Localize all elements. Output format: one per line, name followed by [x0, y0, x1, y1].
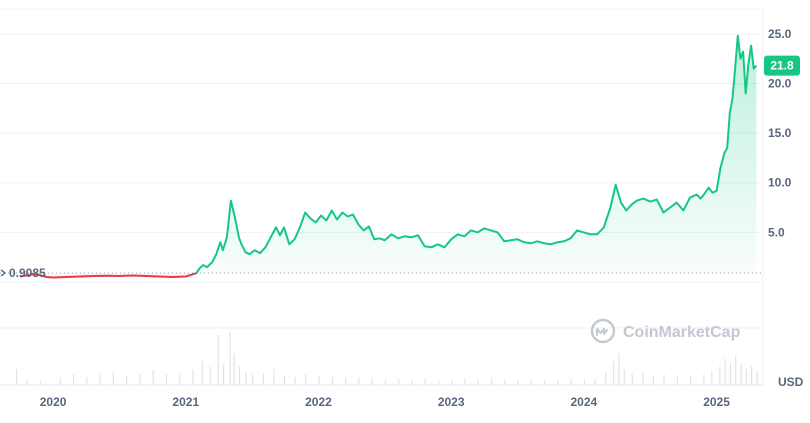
watermark-text: CoinMarketCap: [623, 324, 741, 341]
volume-bar: [613, 361, 615, 385]
x-tick-label: 2025: [703, 395, 730, 409]
reference-price-marker: 0.9085: [0, 266, 46, 280]
volume-bar: [59, 378, 61, 385]
y-axis-ticks: 5.0 10.0 15.0 20.0 25.0: [768, 27, 792, 240]
volume-bar: [703, 374, 705, 385]
volume-bar: [437, 380, 440, 385]
x-tick-label: 2024: [571, 395, 598, 409]
volume-bar: [201, 361, 203, 385]
volume-bar: [719, 366, 721, 385]
y-tick-label: 25.0: [768, 27, 792, 41]
volume-bar: [179, 373, 181, 385]
volume-bar: [345, 378, 347, 385]
volume-bar: [371, 378, 373, 385]
reference-price-label: 0.9085: [9, 266, 46, 280]
volume-bar: [631, 374, 633, 385]
volume-bar: [358, 377, 360, 385]
y-tick-label: 5.0: [768, 225, 785, 239]
y-tick-label: 10.0: [768, 176, 792, 190]
volume-bar: [384, 379, 387, 385]
volume-bar: [544, 380, 546, 385]
y-unit-label: USD: [778, 375, 804, 389]
volume-bar: [557, 379, 559, 385]
volume-bar: [126, 375, 128, 385]
last-price-badge: 21.8: [764, 55, 800, 76]
volume-bar: [112, 371, 114, 385]
volume-bar: [504, 379, 506, 385]
volume-bar: [618, 353, 620, 385]
volume-bar: [490, 378, 493, 385]
volume-bar: [229, 332, 231, 385]
volume-bar: [424, 378, 426, 385]
volume-bars: [15, 332, 758, 385]
coinmarketcap-logo-icon: [590, 318, 616, 344]
volume-bar: [735, 355, 737, 385]
volume-bar: [570, 378, 572, 385]
volume-bar: [217, 334, 219, 385]
volume-bar: [305, 374, 307, 385]
volume-bar: [238, 366, 241, 385]
y-tick-label: 15.0: [768, 126, 792, 140]
volume-bar: [152, 370, 154, 385]
coinmarketcap-watermark: CoinMarketCap: [590, 318, 741, 344]
volume-bar: [165, 374, 168, 385]
volume-bar: [86, 377, 88, 385]
price-line-above-reference: [193, 34, 758, 273]
volume-bar: [663, 374, 665, 385]
volume-bar: [233, 353, 235, 385]
volume-bar: [26, 379, 28, 385]
last-price-label: 21.8: [770, 59, 794, 73]
volume-bar: [209, 366, 211, 385]
volume-bar: [451, 379, 453, 385]
volume-bar: [756, 371, 758, 385]
volume-bar: [724, 358, 726, 385]
volume-bar: [594, 378, 596, 385]
volume-bar: [642, 373, 644, 385]
volume-bar: [740, 364, 742, 385]
volume-bar: [262, 373, 264, 385]
area-above-reference: [196, 35, 757, 273]
volume-bar: [745, 369, 747, 385]
volume-bar: [690, 375, 692, 385]
volume-bar: [331, 377, 333, 385]
volume-bar: [39, 380, 42, 385]
volume-bar: [273, 369, 275, 385]
volume-bar: [464, 378, 466, 385]
volume-bar: [398, 378, 400, 385]
volume-bar: [411, 379, 413, 385]
volume-bar: [294, 377, 296, 385]
x-tick-label: 2021: [172, 395, 199, 409]
volume-bar: [676, 377, 678, 385]
volume-bar: [192, 369, 194, 385]
x-tick-label: 2020: [40, 395, 67, 409]
x-axis-ticks: 2020 2021 2022 2023 2024 2025: [40, 395, 730, 409]
volume-bar: [99, 373, 101, 385]
volume-bar: [139, 374, 141, 385]
volume-bar: [711, 371, 713, 385]
volume-bar: [605, 371, 607, 385]
volume-bar: [751, 366, 753, 385]
volume-bar: [623, 369, 625, 385]
x-tick-label: 2022: [305, 395, 332, 409]
volume-bar: [15, 369, 18, 385]
volume-bar: [652, 375, 655, 385]
volume-bar: [318, 375, 320, 385]
x-tick-label: 2023: [438, 395, 465, 409]
volume-bar: [252, 374, 254, 385]
volume-bar: [517, 380, 519, 385]
reference-arrow-icon: [0, 269, 7, 277]
volume-bar: [530, 379, 532, 385]
y-tick-label: 20.0: [768, 76, 792, 90]
volume-bar: [729, 363, 732, 385]
volume-bar: [222, 363, 225, 385]
volume-bar: [245, 371, 247, 385]
volume-bar: [583, 379, 586, 385]
volume-bar: [72, 374, 75, 385]
volume-bar: [477, 379, 479, 385]
volume-bar: [283, 375, 286, 385]
